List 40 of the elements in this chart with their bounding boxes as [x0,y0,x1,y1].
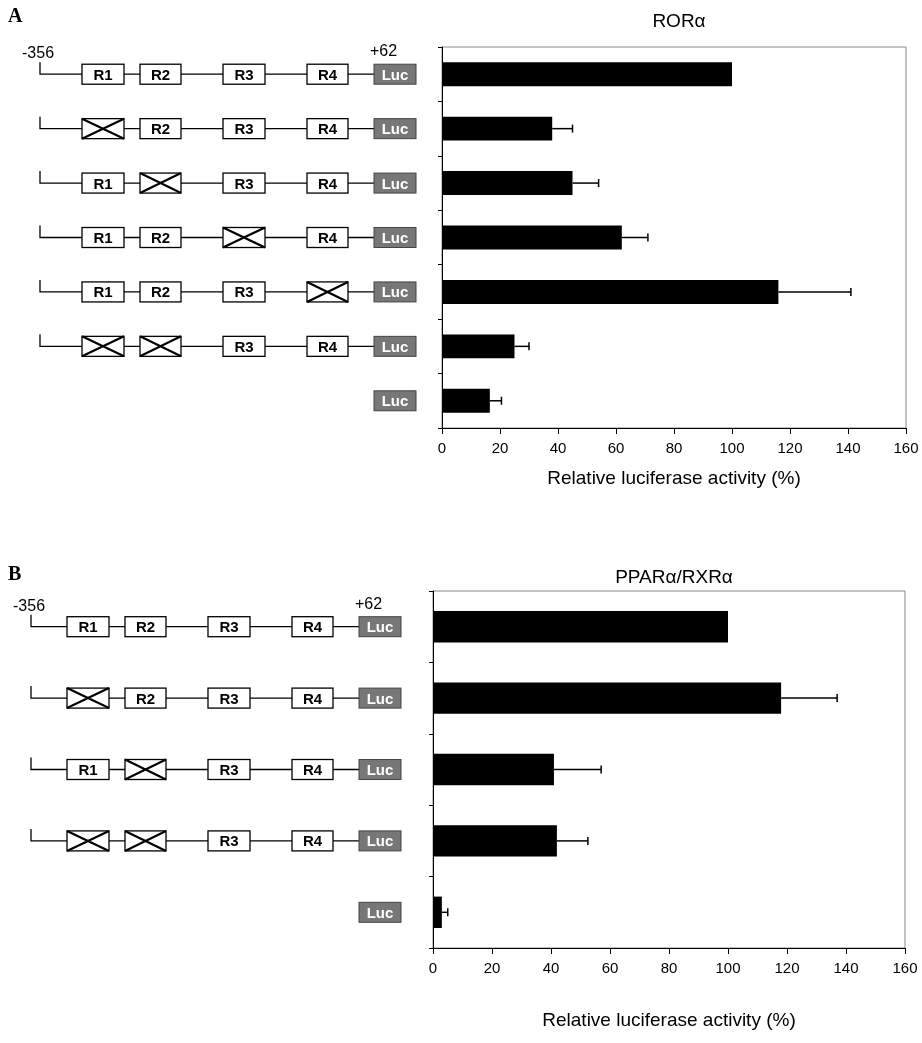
promoter-construct-diagram: R2 R3 R4 Luc [30,685,402,710]
x-tick-label: 60 [601,959,619,976]
x-tick-label: 140 [833,959,859,976]
x-axis-title: Relative luciferase activity (%) [547,467,801,488]
chart-title: PPARα/RXRα [615,566,733,587]
end-position-label: +62 [355,594,383,612]
x-tick-label: 100 [715,959,741,976]
panel-letter: A [8,4,23,26]
x-tick-label: 160 [892,959,918,976]
promoter-construct-diagram: R1 R2 R3 Luc [39,279,417,304]
x-tick-label: 40 [549,439,567,456]
promoter-construct-diagram: Luc [373,390,417,412]
x-tick-label: 0 [428,959,438,976]
x-tick-label: 20 [491,439,509,456]
x-tick-label: 120 [774,959,800,976]
x-tick-label: 80 [665,439,683,456]
promoter-construct-diagram: R1 R2 R3 R4 Luc [30,614,402,638]
x-tick-label: 0 [437,439,447,456]
x-axis-title: Relative luciferase activity (%) [542,1009,796,1030]
panel-letter: B [8,562,22,584]
promoter-construct-diagram: R3 R4 Luc [30,828,402,852]
promoter-construct-diagram: R1 R3 R4 Luc [39,170,417,195]
promoter-construct-diagram: R1 R2 R3 R4 Luc [39,61,417,85]
x-tick-label: 140 [835,439,861,456]
end-position-label: +62 [370,42,398,60]
x-tick-label: 160 [893,439,919,456]
start-position-label: -356 [22,44,55,62]
x-tick-label: 120 [777,439,803,456]
x-tick-label: 80 [660,959,678,976]
chart-title: RORα [652,10,706,31]
promoter-construct-diagram: R2 R3 R4 Luc [39,116,417,140]
x-tick-label: 100 [719,439,745,456]
start-position-label: -356 [13,596,46,614]
promoter-construct-diagram: R3 R4 Luc [39,333,417,358]
promoter-construct-diagram: R1 R2 R4 Luc [39,224,417,249]
promoter-construct-diagram: R1 R3 R4 Luc [30,756,402,781]
x-tick-label: 60 [607,439,625,456]
promoter-construct-diagram: Luc [358,901,402,923]
x-tick-label: 20 [483,959,501,976]
x-tick-label: 40 [542,959,560,976]
